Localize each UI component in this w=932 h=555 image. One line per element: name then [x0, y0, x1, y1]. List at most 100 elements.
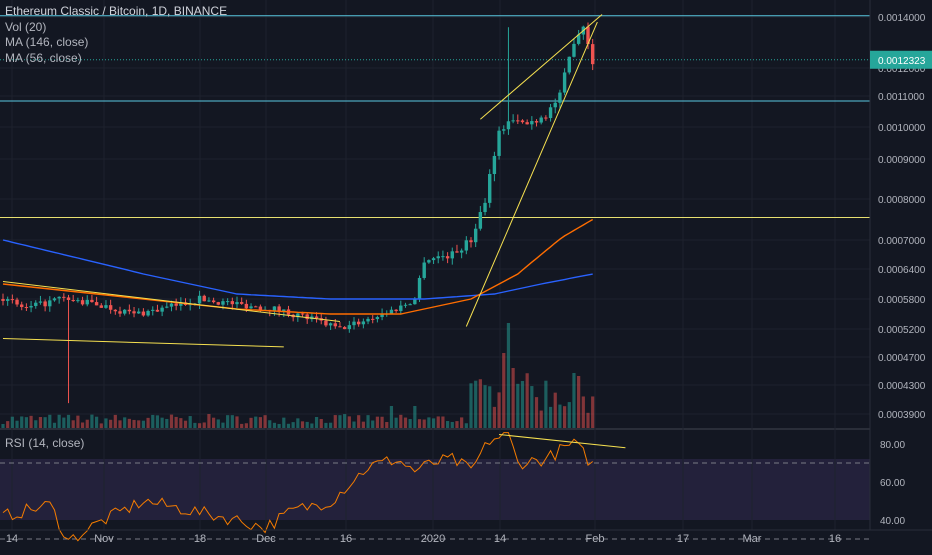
volume-bar — [80, 422, 85, 428]
volume-bar — [183, 420, 188, 428]
volume-bar — [212, 417, 216, 428]
volume-bar — [179, 418, 183, 428]
candle-body — [146, 310, 150, 316]
candle-body — [38, 301, 43, 303]
volume-bar — [282, 417, 286, 428]
volume-bar — [230, 415, 234, 428]
legend-ma-146[interactable]: MA (146, close) — [5, 35, 89, 49]
price-axis-label: 0.0014000 — [878, 13, 926, 24]
legend-volume[interactable]: Vol (20) — [5, 19, 47, 34]
price-axis-label: 0.0007000 — [878, 236, 926, 247]
volume-bar — [563, 406, 567, 428]
candle-body — [413, 299, 417, 305]
volume-bar — [155, 415, 160, 428]
volume-bar — [29, 415, 33, 428]
candle-body — [530, 121, 534, 125]
volume-bar — [272, 422, 277, 428]
candle-body — [576, 34, 581, 44]
candle-body — [375, 317, 380, 320]
candle-body — [137, 311, 141, 314]
volume-bar — [62, 417, 66, 428]
candle-body — [352, 321, 356, 326]
candle-body — [10, 299, 15, 301]
volume-bar — [104, 418, 108, 428]
trendline-descending — [2, 281, 341, 322]
candle-body — [459, 250, 464, 253]
volume-bar — [539, 410, 543, 428]
volume-bar — [319, 419, 323, 428]
candle-body — [132, 311, 136, 314]
candle-body — [127, 309, 132, 312]
volume-bar — [572, 373, 576, 428]
volume-bar — [43, 417, 47, 428]
candle-body — [361, 321, 366, 325]
ma-146-line — [2, 239, 593, 300]
rsi-legend[interactable]: RSI (14, close) — [5, 436, 85, 450]
price-axis-label: 0.0006400 — [878, 265, 926, 276]
candle-body — [539, 117, 543, 123]
candle-body — [417, 277, 422, 300]
volume-bar — [197, 423, 202, 428]
volume-bar — [90, 414, 94, 428]
price-axis-label: 0.0008000 — [878, 195, 926, 206]
candle-body — [534, 121, 539, 123]
candle-body — [221, 301, 225, 305]
trendline-rising-wedge-lower — [465, 21, 598, 327]
candle-body — [403, 304, 408, 306]
legend-ma-56[interactable]: MA (56, close) — [5, 50, 82, 65]
candle-body — [558, 92, 562, 103]
candle-body — [118, 311, 122, 314]
candle-body — [202, 295, 206, 302]
candle-body — [567, 56, 571, 73]
candle-body — [5, 299, 10, 301]
volume-bar — [10, 416, 14, 428]
volume-bar — [530, 386, 534, 428]
volume-bar — [20, 416, 24, 428]
volume-bar — [85, 419, 89, 428]
legend-title[interactable]: Ethereum Classic / Bitcoin, 1D, BINANCE — [5, 4, 228, 18]
candle-body — [155, 309, 160, 312]
volume-bar — [291, 422, 295, 428]
candle-body — [492, 155, 497, 175]
candle-body — [544, 117, 548, 119]
volume-bar — [34, 420, 38, 428]
volume-bar — [193, 422, 197, 428]
candle-body — [24, 307, 29, 309]
candle-body — [338, 326, 342, 328]
date-axis-label: Nov — [94, 533, 114, 545]
volume-bar — [394, 417, 398, 428]
candle-body — [511, 120, 515, 122]
volume-bar — [329, 422, 333, 428]
candle-body — [174, 303, 178, 306]
price-axis-label: 0.0004300 — [878, 381, 926, 392]
price-axis-bg — [870, 0, 932, 550]
volume-bar — [296, 418, 300, 428]
volume-bar — [137, 420, 141, 428]
volume-bar — [497, 392, 501, 428]
volume-bar — [417, 419, 422, 428]
candle-body — [1, 299, 5, 301]
rsi-axis-label: 40.00 — [880, 516, 905, 527]
volume-bar — [581, 396, 585, 428]
volume-bar — [1, 423, 5, 428]
candle-body — [122, 309, 127, 314]
volume-bar — [431, 418, 436, 428]
volume-bar — [469, 383, 473, 428]
volume-bar — [511, 368, 515, 428]
volume-bar — [450, 421, 454, 428]
volume-bar — [347, 416, 351, 428]
volume-bar — [385, 422, 389, 428]
volume-bar — [446, 421, 450, 428]
candle-body — [506, 121, 511, 130]
candle-body — [324, 320, 328, 326]
candle-body — [254, 306, 258, 308]
volume-bar — [314, 416, 319, 428]
candle-body — [52, 298, 57, 301]
candle-body — [478, 212, 483, 229]
volume-bar — [534, 397, 539, 428]
candle-body — [207, 300, 211, 302]
price-axis-label: 0.0005200 — [878, 325, 926, 336]
